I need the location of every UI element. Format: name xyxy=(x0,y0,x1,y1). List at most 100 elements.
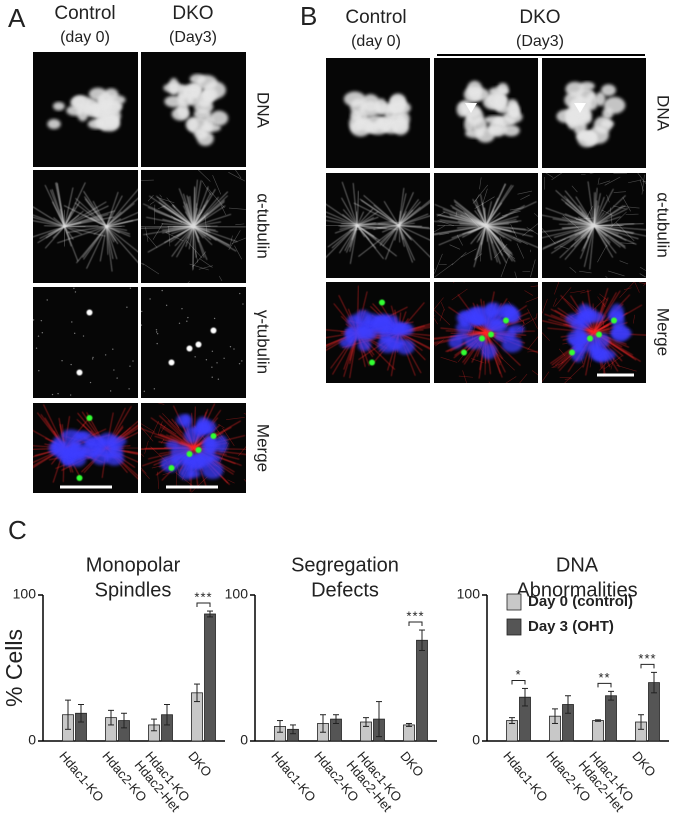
fiber xyxy=(551,366,558,368)
fiber xyxy=(569,225,595,239)
fiber xyxy=(457,225,487,229)
fiber xyxy=(574,217,595,226)
fiber xyxy=(235,223,245,226)
fiber xyxy=(106,226,117,242)
fiber xyxy=(485,225,494,244)
fiber xyxy=(593,188,614,226)
chromatin xyxy=(502,124,520,137)
fiber xyxy=(542,371,550,383)
fiber xyxy=(398,187,405,226)
fiber xyxy=(106,188,138,227)
fiber xyxy=(634,282,640,293)
fiber xyxy=(243,478,246,482)
fiber xyxy=(193,213,232,227)
fiber xyxy=(162,226,194,234)
fiber xyxy=(455,204,487,226)
fiber xyxy=(481,188,488,206)
fiber xyxy=(641,174,645,195)
chromatin xyxy=(215,435,228,453)
error-bar xyxy=(651,671,657,694)
chromatin xyxy=(582,311,605,323)
fiber xyxy=(604,176,621,186)
chromatin xyxy=(505,328,517,341)
fiber xyxy=(193,191,229,227)
fiber xyxy=(554,287,572,307)
speck xyxy=(186,320,188,322)
fiber xyxy=(193,186,209,227)
fiber xyxy=(178,188,194,227)
fiber xyxy=(193,221,222,227)
fiber xyxy=(558,348,566,357)
fiber xyxy=(326,220,358,226)
fiber xyxy=(434,297,444,310)
fiber xyxy=(157,403,165,405)
fiber xyxy=(510,224,517,238)
chromatin xyxy=(372,316,390,334)
speck xyxy=(233,348,235,350)
fiber xyxy=(357,217,375,226)
fiber xyxy=(542,298,548,314)
fiber xyxy=(174,226,194,247)
fiber xyxy=(228,207,246,210)
chromatin xyxy=(488,124,504,135)
fiber xyxy=(326,215,358,226)
chromatin xyxy=(350,119,371,137)
fiber xyxy=(56,182,65,227)
fiber xyxy=(559,245,569,250)
fiber xyxy=(92,200,107,227)
error-bar xyxy=(376,701,382,738)
fiber xyxy=(545,173,554,178)
fiber xyxy=(162,413,182,433)
fiber xyxy=(193,420,241,449)
fiber xyxy=(157,421,163,435)
fiber xyxy=(593,225,608,247)
fiber xyxy=(478,225,487,241)
fiber xyxy=(93,226,107,235)
fiber xyxy=(556,238,566,243)
fiber xyxy=(186,240,203,259)
micrograph xyxy=(326,58,430,168)
fiber xyxy=(149,201,155,205)
fiber xyxy=(593,212,605,226)
fiber xyxy=(193,226,204,239)
error-bar xyxy=(164,704,170,726)
fiber xyxy=(64,187,74,227)
fiber xyxy=(141,467,147,474)
chromatin xyxy=(76,104,89,122)
fiber xyxy=(609,207,613,227)
error-bar xyxy=(290,724,296,735)
fiber xyxy=(435,339,444,347)
fiber xyxy=(564,378,572,380)
fiber xyxy=(353,202,399,226)
fiber xyxy=(394,225,400,241)
speck xyxy=(57,392,59,395)
chromatin xyxy=(470,306,492,325)
chromatin xyxy=(392,321,407,338)
speck xyxy=(178,322,181,324)
fiber xyxy=(193,195,229,227)
speck xyxy=(229,345,232,348)
fiber xyxy=(90,217,107,227)
fiber xyxy=(562,214,579,229)
fiber xyxy=(165,232,184,242)
panel-letter: A xyxy=(8,3,26,33)
micrograph xyxy=(141,170,246,283)
column-label: Control xyxy=(54,3,115,24)
chromatin xyxy=(375,98,388,115)
speck xyxy=(126,306,128,308)
fiber xyxy=(176,226,194,258)
significance-bracket xyxy=(597,682,612,688)
fiber xyxy=(509,207,524,211)
micrograph xyxy=(326,173,430,278)
chromatin xyxy=(197,448,215,464)
fiber xyxy=(520,194,530,200)
fiber xyxy=(501,211,521,217)
bar xyxy=(204,613,216,742)
significance-label: *** xyxy=(638,651,656,666)
fiber xyxy=(593,195,626,226)
speck xyxy=(89,381,92,384)
fiber xyxy=(64,214,80,227)
fiber xyxy=(231,237,246,245)
fiber xyxy=(385,225,400,260)
